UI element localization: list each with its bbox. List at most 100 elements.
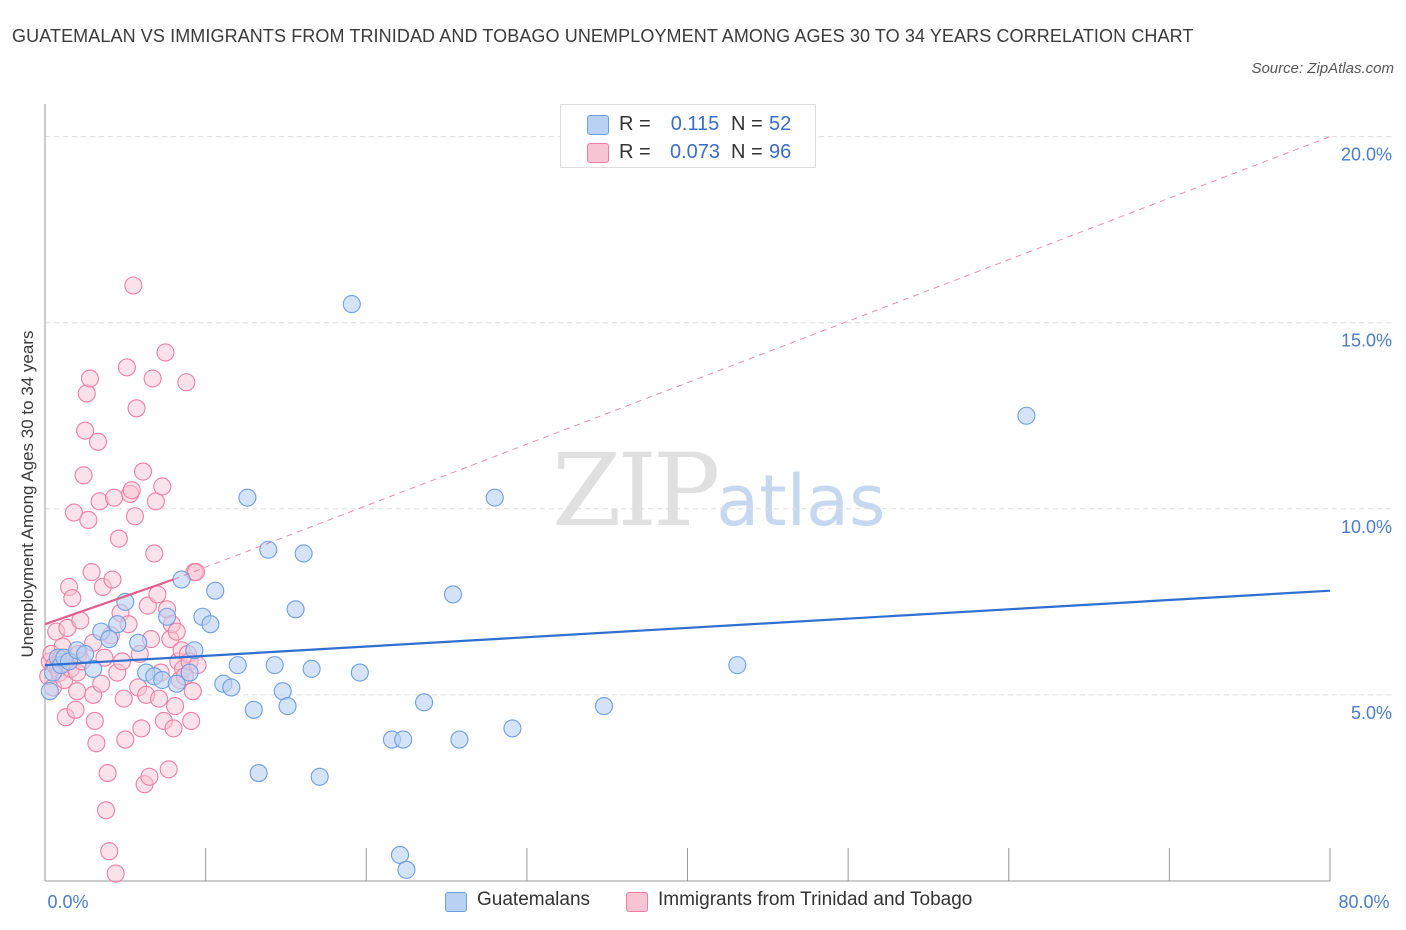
point-trinidad	[98, 764, 117, 783]
axes	[44, 104, 1331, 882]
bottom-legend-label: Guatemalans	[477, 889, 591, 910]
point-guatemalans	[503, 719, 522, 738]
point-trinidad	[114, 689, 133, 708]
point-guatemalans	[84, 659, 103, 678]
legend-n-value: 52	[769, 113, 792, 135]
point-guatemalans	[228, 656, 247, 675]
point-trinidad	[96, 801, 116, 820]
point-trinidad	[146, 492, 165, 511]
point-trinidad	[63, 589, 82, 608]
point-trinidad	[145, 544, 164, 563]
point-guatemalans	[728, 656, 747, 675]
point-trinidad	[76, 421, 95, 440]
y-tick-label: 20.0%	[1341, 145, 1392, 165]
point-guatemalans	[594, 697, 614, 716]
point-guatemalans	[167, 674, 186, 693]
point-trinidad	[87, 734, 106, 753]
point-trinidad	[79, 510, 98, 530]
point-trinidad	[106, 864, 125, 883]
legend-r-value: 0.073	[669, 141, 721, 163]
point-trinidad	[166, 697, 185, 716]
point-trinidad	[116, 730, 135, 749]
watermark: ZIPatlas	[552, 432, 885, 549]
trend-line-trinidad	[44, 578, 174, 626]
point-guatemalans	[158, 607, 177, 626]
point-trinidad	[82, 563, 101, 582]
legend-r-label: R =	[619, 113, 651, 135]
y-tick-label: 5.0%	[1351, 703, 1392, 723]
point-trinidad	[133, 462, 153, 481]
bottom-legend-swatch-pink	[626, 892, 648, 912]
pink-points	[39, 276, 207, 883]
point-trinidad	[103, 570, 122, 589]
point-trinidad	[140, 767, 159, 786]
point-guatemalans	[302, 659, 321, 678]
point-trinidad	[117, 358, 136, 377]
point-trinidad	[92, 674, 111, 693]
point-trinidad	[105, 488, 124, 507]
point-guatemalans	[238, 488, 257, 507]
point-guatemalans	[286, 600, 305, 619]
correlation-legend: R = 0.115 N = 52 R = 0.073 N = 96	[560, 104, 816, 168]
point-guatemalans	[390, 845, 410, 864]
x-tick-label-min: 0.0%	[47, 892, 88, 912]
bottom-legend-swatch-blue	[445, 892, 467, 912]
point-trinidad	[68, 682, 87, 701]
point-trinidad	[109, 529, 128, 548]
point-guatemalans	[201, 615, 220, 634]
legend-r-label: R =	[619, 141, 651, 163]
point-trinidad	[66, 700, 85, 719]
point-trinidad	[127, 399, 146, 418]
point-trinidad	[186, 563, 206, 582]
grid-lines	[45, 136, 1392, 696]
point-guatemalans	[397, 860, 416, 879]
blue-points	[40, 295, 1036, 879]
point-guatemalans	[244, 700, 263, 719]
point-guatemalans	[394, 730, 413, 749]
point-guatemalans	[350, 663, 369, 682]
point-trinidad	[85, 711, 104, 731]
trend-line-guatemalans	[44, 589, 1331, 667]
source-label: Source: ZipAtlas.com	[1251, 60, 1394, 77]
y-tick-label: 10.0%	[1341, 517, 1392, 537]
watermark-atlas: atlas	[716, 460, 886, 542]
point-trinidad	[64, 503, 83, 522]
point-guatemalans	[108, 615, 127, 634]
legend-n-label: N =	[731, 113, 763, 135]
point-guatemalans	[76, 644, 95, 664]
legend-swatch-pink	[587, 143, 609, 163]
point-guatemalans	[294, 544, 313, 563]
point-trinidad	[100, 842, 119, 861]
point-guatemalans	[129, 633, 148, 652]
bottom-legend-label: Immigrants from Trinidad and Tobago	[658, 889, 973, 910]
point-trinidad	[167, 622, 186, 641]
point-trinidad	[77, 384, 96, 403]
point-guatemalans	[100, 630, 119, 649]
watermark-zip: ZIP	[552, 432, 720, 549]
point-trinidad	[125, 507, 144, 526]
point-trinidad	[132, 719, 151, 738]
point-guatemalans	[265, 656, 284, 675]
y-tick-label: 15.0%	[1341, 331, 1392, 351]
point-trinidad	[164, 719, 183, 738]
legend-swatch-blue	[587, 115, 609, 135]
point-guatemalans	[206, 581, 225, 600]
point-guatemalans	[259, 540, 278, 559]
point-trinidad	[149, 689, 169, 708]
point-guatemalans	[278, 697, 297, 716]
point-trinidad	[156, 343, 175, 362]
trend-lines	[44, 136, 1331, 667]
point-guatemalans	[443, 585, 463, 604]
point-guatemalans	[1017, 406, 1036, 425]
point-guatemalans	[185, 641, 204, 660]
chart-title: GUATEMALAN VS IMMIGRANTS FROM TRINIDAD A…	[12, 26, 1194, 46]
point-guatemalans	[40, 682, 59, 701]
trend-line-trinidad-extrapolated	[173, 136, 1331, 580]
point-guatemalans	[249, 764, 268, 783]
point-trinidad	[182, 711, 201, 731]
tick-labels: 5.0% 10.0% 15.0% 20.0% 0.0% 80.0% Unemployment…	[18, 145, 1392, 912]
point-guatemalans	[415, 693, 434, 712]
point-trinidad	[122, 481, 141, 500]
point-guatemalans	[310, 767, 329, 786]
